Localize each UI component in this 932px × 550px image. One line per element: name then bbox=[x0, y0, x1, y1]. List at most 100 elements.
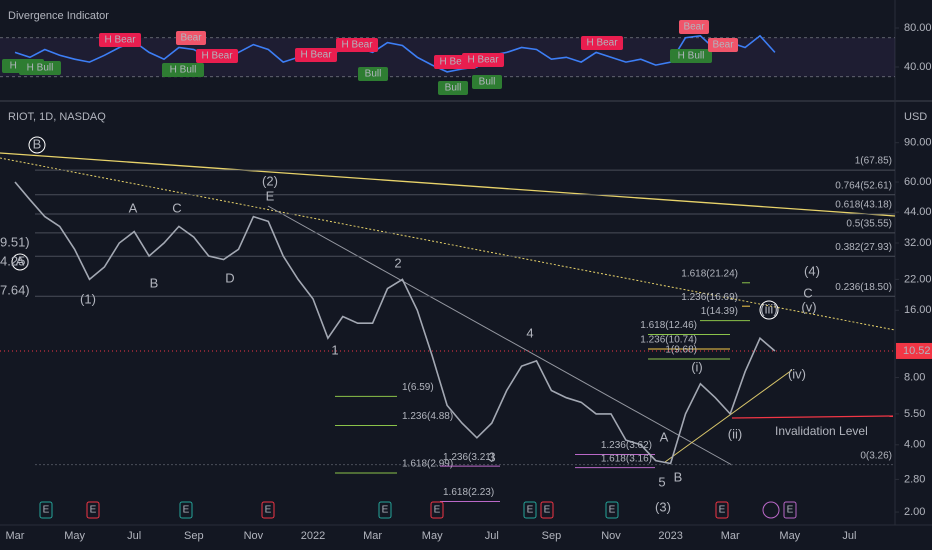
event-marker bbox=[715, 501, 729, 519]
x-tick-label: Mar bbox=[721, 530, 740, 542]
event-label: E bbox=[43, 505, 50, 516]
wave-label: (3) bbox=[655, 499, 671, 514]
event-label: E bbox=[544, 505, 551, 516]
y-tick-label: 90.00 bbox=[904, 137, 932, 149]
x-tick-label: Mar bbox=[6, 530, 25, 542]
wave-label: E bbox=[266, 188, 275, 203]
divergence-label-box bbox=[679, 20, 709, 34]
wave-label: B bbox=[674, 469, 683, 484]
x-tick-label: Sep bbox=[184, 530, 204, 542]
last-price-label: 10.52 bbox=[903, 345, 931, 357]
wave-label: Invalidation Level bbox=[775, 424, 868, 438]
y-tick-label: 4.00 bbox=[904, 439, 925, 451]
event-label: E bbox=[787, 505, 794, 516]
wave-label: (4) bbox=[804, 263, 820, 278]
divergence-label: Bear bbox=[683, 22, 705, 33]
event-label: E bbox=[382, 505, 389, 516]
divergence-label-box bbox=[295, 48, 337, 62]
fib-label: 0.236(18.50) bbox=[835, 282, 892, 293]
wave-label: C bbox=[803, 285, 812, 300]
y-tick-label: 2.80 bbox=[904, 473, 925, 485]
divergence-label: H Bear bbox=[439, 57, 471, 68]
wave-label: (ii) bbox=[728, 426, 742, 441]
wave-label: A bbox=[16, 253, 25, 268]
y-tick-label: 44.00 bbox=[904, 206, 932, 218]
divergence-label: H Bear bbox=[586, 38, 618, 49]
trend-line bbox=[664, 369, 793, 463]
series-line bbox=[14, 181, 776, 465]
x-tick-label: Jul bbox=[485, 530, 499, 542]
wave-label: 2 bbox=[394, 255, 401, 270]
divergence-label: H Bull bbox=[678, 51, 705, 62]
split-marker bbox=[762, 501, 780, 519]
event-marker bbox=[430, 501, 444, 519]
wave-label: (1) bbox=[80, 291, 96, 306]
divergence-label-box bbox=[336, 38, 378, 52]
invalidation-line bbox=[731, 415, 894, 419]
fib-label: 1(67.85) bbox=[855, 156, 892, 167]
divergence-label-box bbox=[176, 31, 206, 45]
wave-label: (2) bbox=[262, 173, 278, 188]
divergence-label: H Bull bbox=[170, 65, 197, 76]
fib-label: 1(14.39) bbox=[701, 306, 738, 317]
fib-label: 1.618(12.46) bbox=[640, 320, 697, 331]
divergence-label: H Bull bbox=[27, 63, 54, 74]
wave-label: 7.64) bbox=[0, 282, 30, 297]
fib-label: 1(9.68) bbox=[665, 345, 697, 356]
divergence-label: Bull bbox=[479, 77, 496, 88]
x-tick-label: May bbox=[64, 530, 85, 542]
event-marker bbox=[378, 501, 392, 519]
fib-label: 0.618(43.18) bbox=[835, 200, 892, 211]
event-marker bbox=[523, 501, 537, 519]
divergence-label-box bbox=[438, 81, 468, 95]
divergence-label: H Bear bbox=[104, 35, 136, 46]
currency-label: USD bbox=[904, 111, 927, 123]
x-tick-label: Mar bbox=[363, 530, 382, 542]
divergence-label: H Bear bbox=[341, 40, 373, 51]
y-tick-label: 5.50 bbox=[904, 408, 925, 420]
x-tick-label: May bbox=[422, 530, 443, 542]
wave-label: 5 bbox=[658, 474, 665, 489]
wave-label: A bbox=[129, 200, 138, 215]
divergence-label: H Bear bbox=[467, 55, 499, 66]
y-tick-label: 60.00 bbox=[904, 176, 932, 188]
trend-line bbox=[0, 152, 896, 217]
wave-label: (v) bbox=[801, 299, 816, 314]
fib-label: 1.236(16.69) bbox=[681, 292, 738, 303]
fib-label: 1.618(3.16) bbox=[601, 453, 652, 464]
event-label: E bbox=[183, 505, 190, 516]
event-marker bbox=[39, 501, 53, 519]
y-tick-label: 32.00 bbox=[904, 237, 932, 249]
wave-label: (iii) bbox=[760, 301, 777, 316]
divergence-label-box bbox=[462, 53, 504, 67]
wave-label: A bbox=[660, 429, 669, 444]
fib-label: 1.236(4.88) bbox=[402, 411, 453, 422]
y-tick-label: 16.00 bbox=[904, 304, 932, 316]
divergence-label-box bbox=[708, 38, 738, 52]
divergence-label-box bbox=[358, 67, 388, 81]
chart-title: RIOT, 1D, NASDAQ bbox=[8, 111, 106, 123]
wave-label: 4.25) bbox=[0, 253, 30, 268]
wave-label: (i) bbox=[691, 359, 703, 374]
x-tick-label: Sep bbox=[542, 530, 562, 542]
event-marker bbox=[86, 501, 100, 519]
last-price-tag bbox=[896, 342, 932, 359]
divergence-label: Bear bbox=[712, 40, 734, 51]
fib-label: 1.618(2.99) bbox=[402, 459, 453, 470]
wave-label: (iv) bbox=[788, 366, 806, 381]
wave-circle bbox=[11, 253, 29, 271]
event-label: E bbox=[90, 505, 97, 516]
fib-label: 1.236(10.74) bbox=[640, 335, 697, 346]
event-label: E bbox=[434, 505, 441, 516]
x-tick-label: May bbox=[779, 530, 800, 542]
trend-line bbox=[267, 205, 733, 466]
fib-label: 0.382(27.93) bbox=[835, 242, 892, 253]
y-tick-label: 80.00 bbox=[904, 22, 932, 34]
wave-circle bbox=[28, 136, 46, 154]
event-label: E bbox=[609, 505, 616, 516]
wave-label: C bbox=[172, 200, 181, 215]
y-tick-label: 2.00 bbox=[904, 506, 925, 518]
divergence-label: H Bear bbox=[201, 51, 233, 62]
divergence-label: H Bear bbox=[300, 50, 332, 61]
event-marker bbox=[540, 501, 554, 519]
